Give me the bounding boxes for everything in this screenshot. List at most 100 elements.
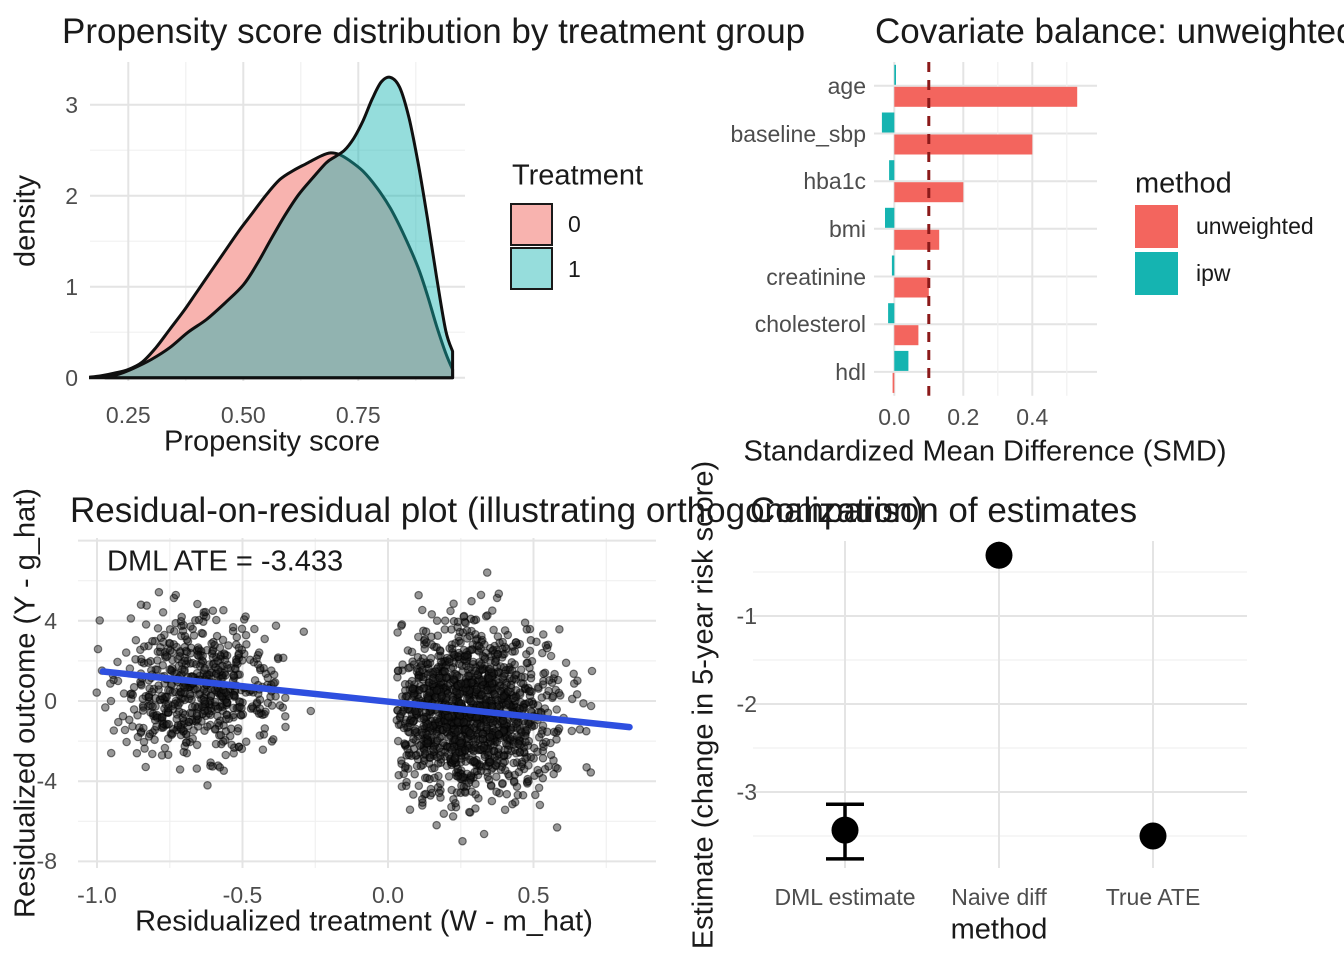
scatter-point xyxy=(482,568,492,577)
scatter-point xyxy=(476,721,486,731)
scatter-point xyxy=(114,717,123,727)
scatter-point xyxy=(423,730,432,740)
scatter-point xyxy=(485,757,495,767)
legend-swatch-ipw xyxy=(1135,252,1178,295)
panel-title-residual: Residual-on-residual plot (illustrating … xyxy=(70,491,925,530)
scatter-point xyxy=(431,667,440,676)
scatter-point xyxy=(250,624,259,634)
scatter-point xyxy=(453,772,463,781)
scatter-point xyxy=(158,607,168,617)
scatter-point xyxy=(464,807,474,817)
scatter-point xyxy=(179,620,188,630)
scatter-point xyxy=(125,715,134,725)
scatter-point xyxy=(511,638,521,647)
scatter-point xyxy=(410,726,420,735)
scatter-point xyxy=(263,673,273,683)
scatter-point xyxy=(255,663,265,673)
scatter-point xyxy=(201,607,210,617)
scatter-point xyxy=(193,599,202,609)
scatter-point xyxy=(409,734,418,744)
scatter-point xyxy=(469,615,479,625)
scatter-point xyxy=(428,745,438,754)
scatter-point xyxy=(420,644,430,654)
scatter-point xyxy=(467,596,476,606)
scatter-point xyxy=(549,756,558,765)
scatter-point xyxy=(120,725,130,735)
bar-ipw-hba1c xyxy=(889,160,895,181)
scatter-point xyxy=(393,628,402,637)
scatter-point xyxy=(579,698,588,708)
scatter-point xyxy=(247,702,257,711)
scatter-point xyxy=(162,652,172,661)
scatter-point xyxy=(532,637,541,647)
scatter-point xyxy=(544,675,554,685)
scatter-point xyxy=(500,649,509,659)
scatter-point xyxy=(508,799,517,809)
scatter-point xyxy=(224,641,233,650)
scatter-point xyxy=(269,678,279,688)
scatter-point xyxy=(460,745,470,755)
scatter-point xyxy=(229,671,239,681)
category-label-hdl: hdl xyxy=(835,358,866,385)
scatter-point xyxy=(266,666,276,675)
scatter-point xyxy=(512,782,522,792)
scatter-point xyxy=(219,605,228,615)
scatter-point xyxy=(500,765,510,775)
estimate-point-Naive diff xyxy=(985,541,1013,569)
scatter-point xyxy=(95,616,105,625)
scatter-point xyxy=(586,701,596,711)
scatter-point xyxy=(487,796,497,806)
scatter-point xyxy=(180,656,190,666)
scatter-point xyxy=(542,727,552,737)
scatter-point xyxy=(575,725,585,734)
scatter-point xyxy=(263,698,273,708)
scatter-point xyxy=(222,651,232,660)
x-tick-smd: 0.2 xyxy=(947,403,980,430)
scatter-point xyxy=(258,745,268,755)
category-label-cholesterol: cholesterol xyxy=(754,310,866,337)
scatter-point xyxy=(552,705,562,714)
scatter-point xyxy=(249,657,259,667)
scatter-point xyxy=(542,643,552,653)
scatter-point xyxy=(281,722,290,732)
scatter-point xyxy=(498,778,507,788)
scatter-point xyxy=(515,748,525,757)
y-tick-residual: 4 xyxy=(44,607,57,634)
scatter-point xyxy=(188,734,198,743)
scatter-point xyxy=(199,617,208,627)
scatter-point xyxy=(561,658,571,668)
scatter-point xyxy=(139,723,148,733)
scatter-point xyxy=(468,657,478,667)
panel-title-balance: Covariate balance: unweighted xyxy=(875,12,1344,51)
scatter-point xyxy=(471,804,480,813)
scatter-point xyxy=(154,587,164,597)
scatter-point xyxy=(484,674,494,683)
scatter-point xyxy=(479,829,489,839)
scatter-point xyxy=(423,719,433,729)
panel-title-propensity: Propensity score distribution by treatme… xyxy=(62,12,806,51)
scatter-point xyxy=(268,734,278,744)
scatter-point xyxy=(419,683,429,693)
density-curve-treatment-0 xyxy=(89,151,455,380)
method-label-Naive diff: Naive diff xyxy=(951,883,1047,910)
scatter-point xyxy=(474,641,484,651)
scatter-point xyxy=(550,669,559,679)
scatter-point xyxy=(255,704,265,713)
scatter-point xyxy=(180,683,189,692)
scatter-point xyxy=(299,627,309,637)
scatter-point xyxy=(567,726,577,736)
scatter-point xyxy=(444,733,454,742)
scatter-point xyxy=(400,679,410,689)
scatter-point xyxy=(432,820,441,830)
scatter-point xyxy=(422,638,431,647)
scatter-point xyxy=(487,702,496,711)
scatter-point xyxy=(535,800,545,810)
scatter-point xyxy=(554,724,564,733)
scatter-point xyxy=(509,693,518,703)
scatter-point xyxy=(139,703,148,712)
scatter-point xyxy=(158,660,168,670)
scatter-point xyxy=(212,615,221,625)
scatter-point xyxy=(182,647,192,657)
scatter-point xyxy=(471,666,481,676)
scatter-point xyxy=(433,631,443,641)
